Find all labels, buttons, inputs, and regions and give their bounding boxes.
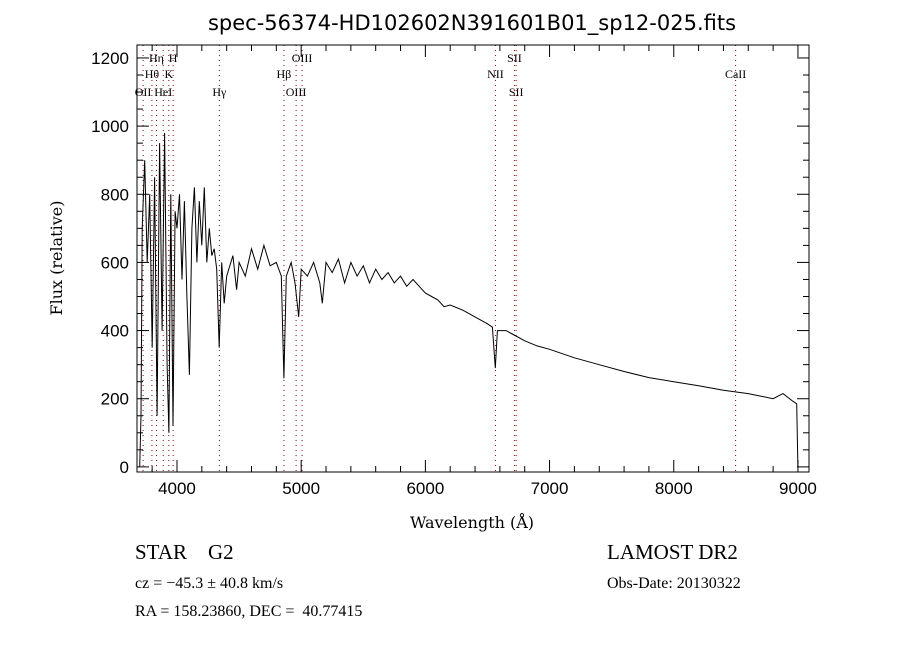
- redshift-text: cz = −45.3 ± 40.8 km/s: [135, 575, 284, 592]
- x-tick-label: 8000: [655, 479, 693, 498]
- object-class: STAR: [135, 540, 187, 564]
- coordinates: RA = 158.23860, DEC = 40.77415: [135, 603, 363, 620]
- axis-ticks: 4000 5000 6000 7000 8000 9000 0 200 400 600 800 100…: [91, 45, 817, 498]
- line-marker-label: K: [164, 67, 173, 81]
- line-marker-label: SII: [507, 51, 522, 65]
- line-marker-label: OIII: [286, 85, 307, 99]
- y-axis-label: Flux (relative): [47, 201, 66, 316]
- y-tick-label: 400: [101, 322, 129, 341]
- x-tick-label: 9000: [779, 479, 817, 498]
- x-axis-label: Wavelength (Å): [410, 512, 534, 532]
- y-tick-label: 0: [120, 458, 129, 477]
- y-tick-label: 800: [101, 185, 129, 204]
- line-marker-label: Hη: [149, 51, 164, 65]
- survey-name: LAMOST DR2: [607, 540, 738, 564]
- line-marker-label: Hγ: [212, 85, 227, 99]
- line-marker-label: Hθ: [145, 67, 160, 81]
- line-marker-label: NII: [487, 67, 504, 81]
- object-subclass: G2: [208, 540, 234, 564]
- line-marker-label: OII: [135, 85, 152, 99]
- line-marker-label: OIII: [292, 51, 313, 65]
- line-marker-label: H: [169, 51, 178, 65]
- y-tick-label: 1200: [91, 49, 129, 68]
- y-tick-label: 1000: [91, 117, 129, 136]
- chart-title: spec-56374-HD102602N391601B01_sp12-025.f…: [208, 11, 736, 36]
- obs-date: Obs-Date: 20130322: [607, 575, 741, 592]
- line-marker-label: SII: [509, 85, 524, 99]
- line-marker-label: Hβ: [277, 67, 292, 81]
- spectrum-line: [139, 132, 799, 467]
- line-marker-label: HeI: [154, 85, 172, 99]
- x-tick-label: 7000: [531, 479, 569, 498]
- y-tick-label: 200: [101, 390, 129, 409]
- line-marker-label: CaII: [725, 67, 746, 81]
- x-tick-label: 4000: [158, 479, 196, 498]
- y-tick-label: 600: [101, 253, 129, 272]
- x-tick-label: 5000: [282, 479, 320, 498]
- x-tick-label: 6000: [406, 479, 444, 498]
- plot-frame: [136, 44, 810, 473]
